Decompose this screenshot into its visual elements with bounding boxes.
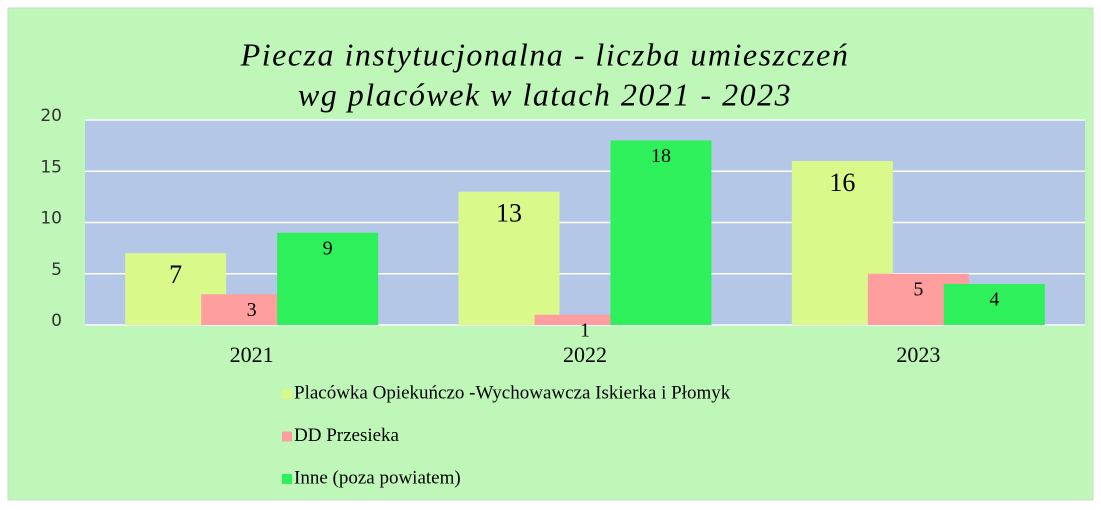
x-tick-label: 2022 [563,342,607,367]
data-label: 3 [247,299,257,321]
y-tick-label: 5 [51,260,62,280]
y-tick-label: 20 [40,106,62,126]
legend-swatch [282,474,292,484]
data-label: 4 [989,289,999,311]
legend-swatch [282,389,292,399]
bar [534,314,636,325]
y-tick-label: 10 [40,209,62,229]
legend-label: Inne (poza powiatem) [294,467,461,488]
y-tick-label: 0 [51,311,62,331]
chart-title: Piecza instytucjonalna - liczba umieszcz… [240,36,850,72]
data-label: 9 [323,237,333,259]
data-label: 16 [829,168,855,197]
bar [610,140,712,325]
legend-label: DD Przesieka [294,425,400,446]
data-label: 13 [496,199,522,228]
y-tick-label: 15 [40,157,62,177]
bar [277,232,379,325]
data-label: 18 [651,145,671,167]
data-label: 7 [169,260,182,289]
x-tick-label: 2021 [230,342,274,367]
data-label: 5 [913,278,923,300]
bar [458,191,560,325]
chart-title: wg placówek w latach 2021 - 2023 [298,76,792,112]
bar [943,284,1045,325]
legend-swatch [282,431,292,442]
x-tick-label: 2023 [896,342,940,367]
data-label: 1 [580,319,590,341]
legend-label: Placówka Opiekuńczo -Wychowawcza Iskierk… [294,382,731,403]
